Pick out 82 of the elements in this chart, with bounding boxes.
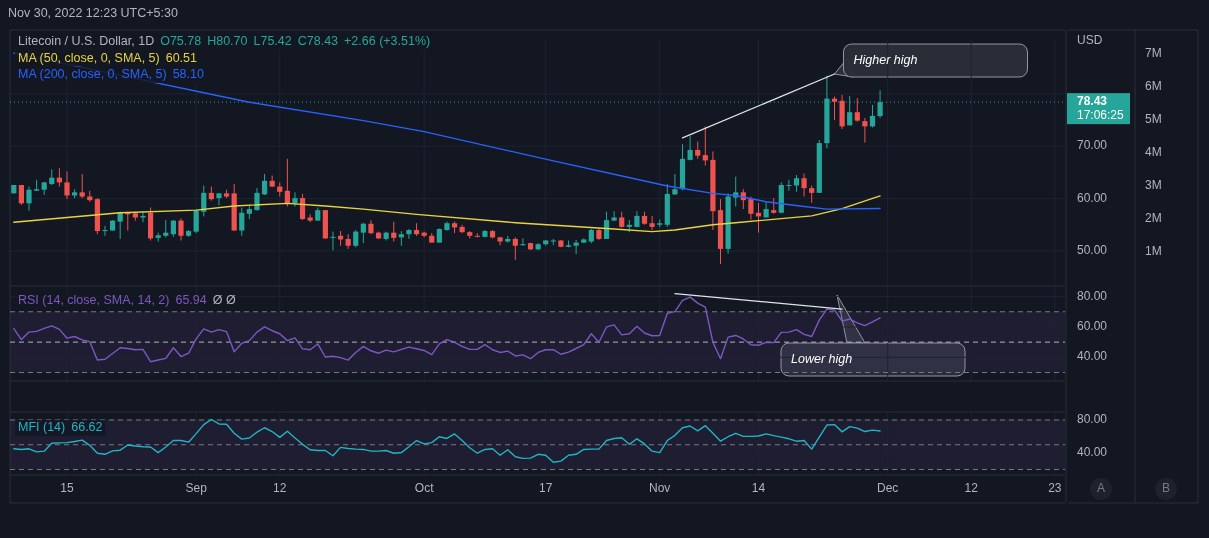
y-tick-label: 80.00 <box>1077 288 1108 303</box>
x-tick-label: 12 <box>964 481 979 496</box>
y-tick-label: 60.00 <box>1077 319 1108 334</box>
annotation: L75.42 <box>253 34 292 49</box>
candlestick <box>862 117 868 144</box>
candlestick <box>18 184 24 206</box>
candlestick <box>611 210 617 222</box>
candlestick <box>216 192 222 206</box>
annotation: 65.94 <box>175 293 207 308</box>
y-tick-label: 40.00 <box>1077 445 1108 460</box>
y-tick-label: 40.00 <box>1077 349 1108 364</box>
y2-tick-label: 2M <box>1145 211 1162 226</box>
candlestick <box>391 221 397 243</box>
ref-line-label: 78.43 <box>1077 94 1108 109</box>
candlestick <box>786 179 792 192</box>
y2-tick-label: 7M <box>1145 46 1162 61</box>
x-tick-label: Oct <box>414 481 435 496</box>
text: A <box>1096 481 1106 496</box>
annotation: 66.62 <box>71 420 103 435</box>
y-tick-label: 80.00 <box>1077 412 1108 427</box>
annotation: O75.78 <box>160 34 202 49</box>
x-tick-label: Sep <box>185 481 208 496</box>
y2-tick-label: 4M <box>1145 145 1162 160</box>
y-tick-label: 50.00 <box>1077 243 1108 258</box>
text: B <box>1161 481 1171 496</box>
series-label: MFI (14) <box>18 420 66 435</box>
candlestick <box>748 196 754 221</box>
candlestick <box>702 125 708 167</box>
candlestick <box>117 211 123 240</box>
candlestick <box>672 173 678 196</box>
x-tick-label: Dec <box>877 481 899 496</box>
annotation: 58.10 <box>172 67 204 82</box>
candlestick <box>520 237 526 247</box>
chart-title: Litecoin / U.S. Dollar, 1D <box>18 34 155 49</box>
annotation: +2.66 (+3.51%) <box>344 34 431 49</box>
annotation: 60.51 <box>165 50 198 65</box>
text: 17:06:25 <box>1077 108 1125 123</box>
candlestick <box>178 218 184 241</box>
x-tick-label: 17 <box>539 481 553 496</box>
y-tick-label: 60.00 <box>1077 190 1108 205</box>
candlestick <box>854 97 860 123</box>
candlestick <box>512 236 518 261</box>
y2-tick-label: 1M <box>1145 244 1162 259</box>
candlestick <box>603 211 610 240</box>
x-tick-label: 12 <box>273 481 287 496</box>
candlestick <box>299 193 306 221</box>
candlestick <box>79 173 85 199</box>
series-label: RSI (14, close, SMA, 14, 2) <box>18 293 170 308</box>
annotation: H80.70 <box>207 34 248 49</box>
candlestick <box>801 172 807 198</box>
candlestick <box>649 215 655 231</box>
candlestick <box>831 96 838 121</box>
candlestick <box>406 228 412 240</box>
candlestick <box>292 191 298 207</box>
y-axis-title: USD <box>1077 33 1103 48</box>
annotation: Ø Ø <box>212 293 236 308</box>
candlestick <box>26 186 32 212</box>
candlestick <box>102 225 108 237</box>
series-label: MA (200, close, 0, SMA, 5) <box>18 67 167 82</box>
annotation: Higher high <box>853 52 918 67</box>
candlestick <box>201 185 207 217</box>
candlestick <box>261 173 268 196</box>
candlestick <box>239 207 245 237</box>
y-tick-label: 70.00 <box>1077 138 1108 153</box>
y2-tick-label: 5M <box>1145 112 1162 127</box>
candlestick <box>687 135 693 161</box>
x-tick-label: 14 <box>751 481 766 496</box>
x-tick-label: Nov <box>649 481 671 496</box>
candlestick <box>64 170 70 200</box>
chart-subtitle: Nov 30, 2022 12:23 UTC+5:30 <box>8 6 178 21</box>
line-series <box>13 418 881 463</box>
candlestick <box>573 239 579 255</box>
x-tick-label: 15 <box>60 481 74 496</box>
x-tick-label: 23 <box>1048 481 1062 496</box>
candlestick <box>869 104 876 128</box>
y2-tick-label: 3M <box>1145 178 1162 193</box>
y2-tick-label: 6M <box>1145 79 1162 94</box>
annotation: C78.43 <box>297 34 339 49</box>
candlestick <box>330 231 336 251</box>
candlestick <box>360 222 366 244</box>
text: MA (50, close, 0, SMA, 5) <box>18 50 160 65</box>
annotation: Lower high <box>791 351 853 366</box>
